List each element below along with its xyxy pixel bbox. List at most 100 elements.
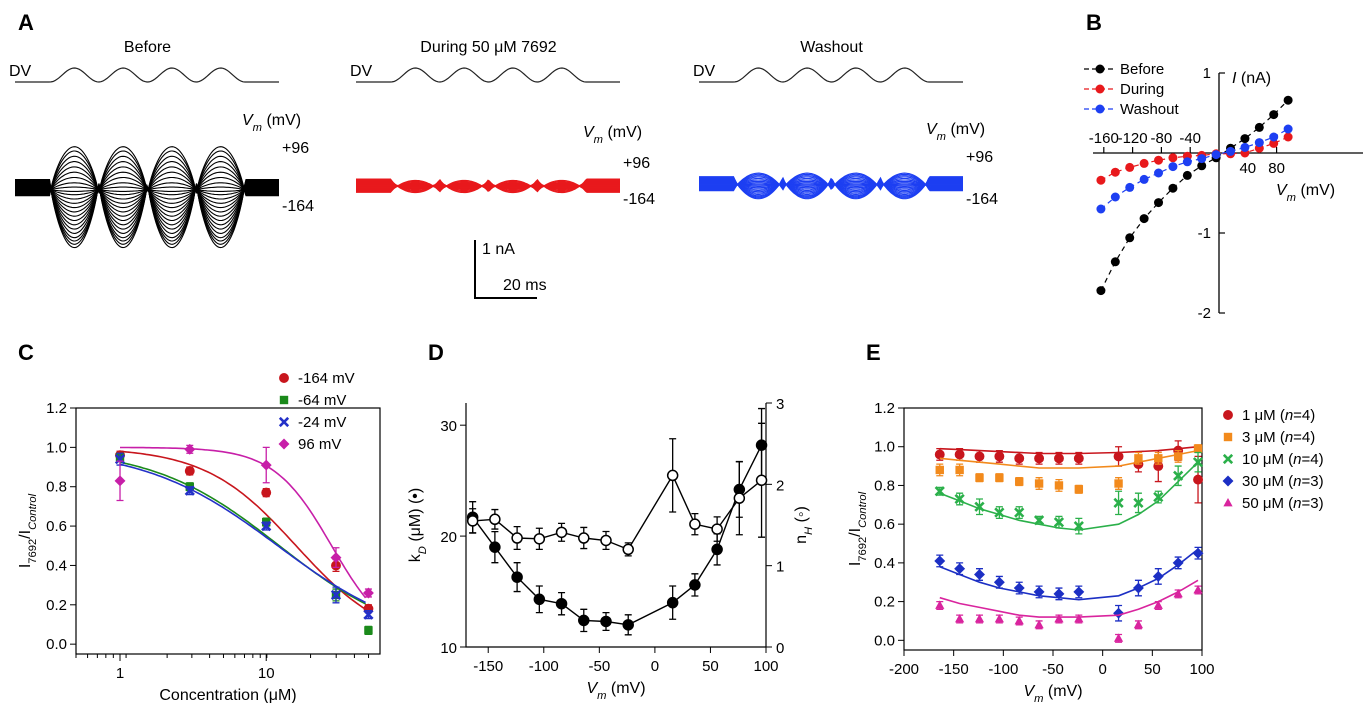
d-x-axis-label: Vm (mV) [586, 680, 645, 702]
d-point-1-8 [666, 469, 679, 482]
e-point-1-8 [1114, 479, 1123, 488]
e-point-2-7 [1073, 520, 1084, 532]
e-point-0-5 [1034, 453, 1045, 464]
c-point-3-1 [184, 443, 196, 455]
d-point-1-3 [533, 533, 546, 545]
e-point-0-12 [1193, 474, 1203, 485]
b-point-0-11 [1254, 122, 1264, 132]
e-legend-marker-1 [1223, 432, 1233, 442]
e-y-tick-label: 1.0 [874, 439, 895, 456]
b-point-1-3 [1139, 158, 1149, 168]
e-point-1-10 [1154, 454, 1163, 463]
e-point-2-8 [1113, 497, 1124, 508]
d-right-tick-label: 1 [776, 559, 784, 576]
d-point-0-8 [666, 596, 679, 609]
b-point-0-6 [1182, 170, 1192, 180]
b-point-2-6 [1182, 157, 1192, 167]
c-legend-label-0: -164 mV [298, 370, 355, 387]
c-point-3-3 [330, 552, 342, 564]
e-point-2-10 [1153, 491, 1164, 503]
scale-current-label: 1 nA [482, 241, 515, 258]
e-x-tick-label: 50 [1144, 661, 1161, 678]
e-y-tick-label: 0.6 [874, 516, 895, 533]
current-trace-1-19 [356, 179, 620, 193]
e-point-4-10 [1153, 600, 1163, 609]
e-point-4-1 [955, 613, 965, 623]
b-x-tick-label: 80 [1268, 160, 1285, 177]
d-point-1-1 [489, 513, 501, 526]
c-legend-label-3: 96 mV [298, 436, 341, 453]
panel-label-b: B [1086, 10, 1102, 35]
e-point-0-8 [1113, 451, 1124, 462]
scale-bar [474, 240, 537, 299]
e-point-3-3 [993, 576, 1005, 588]
trace-title-2: Washout [800, 39, 863, 56]
b-point-2-1 [1110, 192, 1120, 202]
c-point-3-0 [114, 475, 126, 487]
b-point-0-7 [1197, 161, 1207, 171]
e-legend-marker-2 [1222, 453, 1234, 465]
c-point-0-1 [184, 466, 195, 476]
d-plot-frame [465, 403, 767, 648]
c-y-tick-label: 0.2 [46, 597, 67, 614]
d-point-0-2 [511, 571, 523, 583]
c-fit-curve-0 [119, 450, 367, 610]
b-point-1-13 [1283, 132, 1293, 142]
c-point-2-1 [184, 485, 195, 496]
e-plot-frame [903, 407, 1203, 651]
b-point-2-10 [1240, 142, 1250, 152]
e-point-4-2 [974, 613, 985, 623]
e-point-0-0 [934, 449, 945, 460]
c-y-tick-label: 0.6 [46, 518, 67, 535]
c-y-tick-label: 0.4 [46, 557, 67, 574]
d-left-tick-label: 30 [440, 418, 457, 435]
e-x-axis-label: Vm (mV) [1023, 683, 1082, 703]
e-point-0-3 [994, 451, 1005, 462]
e-point-3-4 [1013, 582, 1025, 594]
vm-axis-label-1: Vm (mV) [583, 124, 642, 146]
b-point-0-1 [1110, 257, 1120, 267]
d-right-axis-label: nH (◦) [793, 506, 815, 544]
b-y-tick-label: -2 [1198, 305, 1211, 322]
panel-a-current-traces: Before DV Vm (mV) +96 -164 During 50 μM 7692 D… [9, 39, 998, 299]
e-legend-marker-3 [1222, 475, 1234, 487]
c-y-axis-label: I7692/IControl [17, 493, 39, 568]
c-fit-curve-1 [119, 461, 366, 605]
d-point-1-6 [600, 534, 612, 547]
e-point-2-6 [1053, 517, 1065, 528]
d-point-0-1 [489, 541, 501, 553]
e-point-2-5 [1033, 515, 1045, 526]
b-point-0-4 [1154, 198, 1164, 208]
e-point-4-8 [1113, 633, 1124, 642]
d-point-1-5 [578, 532, 590, 544]
e-legend-marker-0 [1223, 410, 1233, 420]
bottom-voltage-label-2: -164 [966, 191, 998, 208]
c-point-2-3 [330, 589, 342, 601]
e-point-2-9 [1133, 497, 1144, 508]
d-x-tick-label: 0 [651, 658, 659, 675]
d-point-1-12 [755, 474, 768, 487]
d-point-0-3 [533, 593, 546, 606]
d-point-1-10 [711, 523, 723, 535]
e-point-3-12 [1192, 547, 1204, 559]
e-point-3-7 [1073, 586, 1085, 598]
e-point-3-9 [1132, 582, 1144, 594]
e-y-axis-label: I7692/IControl [847, 491, 869, 566]
voltage-waveform-2 [699, 67, 963, 83]
d-right-tick-label: 0 [776, 640, 784, 657]
d-point-0-10 [711, 543, 723, 556]
c-point-2-2 [261, 520, 272, 532]
e-point-3-2 [974, 569, 985, 580]
e-point-4-3 [994, 613, 1004, 623]
e-point-2-2 [974, 501, 985, 512]
b-legend-marker-2 [1095, 104, 1105, 114]
c-legend-marker-3 [278, 438, 290, 450]
d-point-1-7 [622, 543, 634, 556]
e-point-4-7 [1074, 613, 1084, 623]
b-point-0-12 [1269, 110, 1279, 120]
c-legend-marker-1 [279, 395, 289, 405]
e-y-tick-label: 1.2 [874, 400, 895, 417]
b-point-2-8 [1211, 150, 1221, 160]
e-point-4-0 [935, 600, 945, 609]
e-legend-label-0: 1 μM (n=4) [1242, 407, 1315, 424]
